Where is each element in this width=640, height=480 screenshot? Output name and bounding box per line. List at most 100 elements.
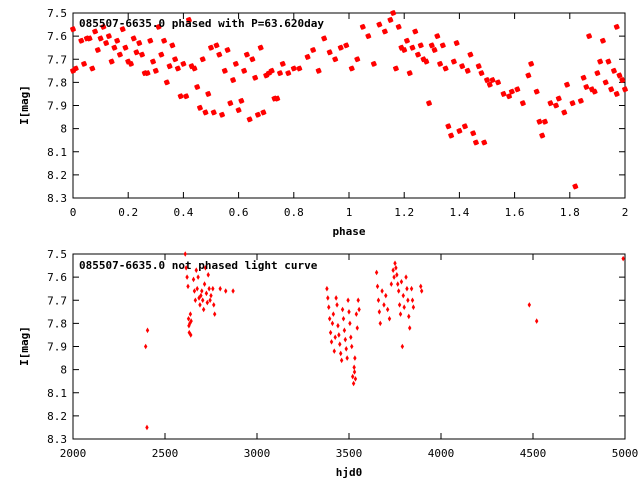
data-point [230, 77, 237, 84]
chart-unphased-light-curve: 2000 2500 3000 3500 4000 4500 5000 7.57.67.77.… [18, 248, 638, 479]
x-tick-label: 1.4 [449, 206, 469, 219]
chart-title: 085507-6635.0 not phased light curve [79, 259, 318, 272]
data-point [185, 274, 189, 280]
data-point [155, 23, 162, 30]
data-point [243, 51, 250, 58]
data-point [328, 329, 333, 336]
data-point [212, 311, 217, 317]
data-point [340, 306, 345, 313]
data-point [392, 65, 399, 72]
data-point [195, 285, 199, 292]
x-tick-label: 4000 [428, 447, 455, 460]
data-point [144, 70, 151, 77]
data-point [174, 65, 181, 72]
data-point [196, 104, 204, 111]
data-point [221, 67, 228, 74]
data-point [89, 65, 96, 72]
data-point [380, 288, 384, 294]
data-point [586, 33, 593, 40]
data-point [332, 56, 339, 63]
data-point [514, 86, 521, 93]
x-tick-labels: 0 0.2 0.4 0.6 0.8 1 1.2 1.4 1.6 1.8 2 [70, 206, 629, 219]
data-point [395, 272, 399, 278]
data-point [327, 304, 331, 310]
data-point [348, 65, 355, 72]
data-point [569, 100, 576, 107]
data-point [396, 288, 401, 294]
data-point [405, 285, 409, 292]
axis-ticks [72, 12, 626, 199]
data-point [599, 37, 606, 44]
x-tick-label: 0 [70, 206, 77, 219]
data-point [321, 35, 328, 42]
data-point [208, 297, 212, 304]
data-point [528, 60, 535, 67]
data-point [149, 58, 157, 65]
data-point [218, 285, 222, 292]
data-point [434, 33, 441, 40]
data-point [338, 341, 342, 347]
data-point [231, 288, 235, 294]
data-point [506, 93, 513, 100]
data-point [355, 325, 359, 331]
data-point [392, 274, 396, 280]
data-point [534, 318, 539, 324]
data-point [348, 320, 352, 327]
x-tick-label: 0.8 [284, 206, 304, 219]
data-point [183, 251, 187, 257]
y-tick-label: 8.3 [47, 192, 67, 205]
data-point [147, 37, 154, 44]
data-point [158, 51, 165, 58]
data-point [396, 281, 400, 287]
data-point [78, 37, 85, 44]
data-point [428, 42, 435, 49]
data-point [456, 127, 463, 134]
data-point [183, 93, 190, 100]
data-point [238, 97, 245, 104]
data-point [254, 111, 261, 118]
y-tick-label: 8.1 [47, 146, 67, 159]
data-point [547, 100, 554, 107]
data-point [439, 42, 446, 49]
data-point [391, 267, 395, 273]
data-point [210, 109, 217, 116]
data-point [406, 297, 410, 304]
data-point [408, 325, 412, 331]
data-point [172, 56, 179, 63]
data-point [393, 260, 397, 267]
x-tick-label: 1.8 [560, 206, 580, 219]
data-point [166, 63, 173, 70]
data-point [403, 37, 411, 44]
data-point [398, 311, 403, 317]
data-point [577, 97, 584, 104]
data-point [464, 67, 471, 74]
data-point [252, 74, 259, 81]
data-point [86, 35, 93, 42]
data-point [395, 23, 402, 30]
data-point [404, 274, 408, 280]
data-point [453, 40, 460, 47]
data-point [332, 348, 336, 354]
data-point [387, 315, 392, 322]
x-tick-label: 3500 [336, 447, 363, 460]
data-point [257, 44, 264, 51]
data-point [407, 313, 411, 320]
data-point [260, 109, 267, 116]
data-point [163, 79, 170, 86]
y-tick-label: 7.8 [47, 76, 67, 89]
data-point [461, 123, 468, 130]
data-point [180, 60, 187, 67]
data-point [353, 355, 357, 361]
data-point [198, 302, 202, 308]
data-point [205, 90, 212, 97]
data-point [330, 320, 335, 327]
data-point [326, 295, 330, 301]
data-point [619, 77, 626, 84]
data-point [467, 51, 474, 58]
data-point [572, 183, 579, 190]
data-point [202, 109, 209, 116]
data-point [127, 60, 135, 67]
data-point [555, 95, 562, 102]
data-point [349, 334, 353, 341]
